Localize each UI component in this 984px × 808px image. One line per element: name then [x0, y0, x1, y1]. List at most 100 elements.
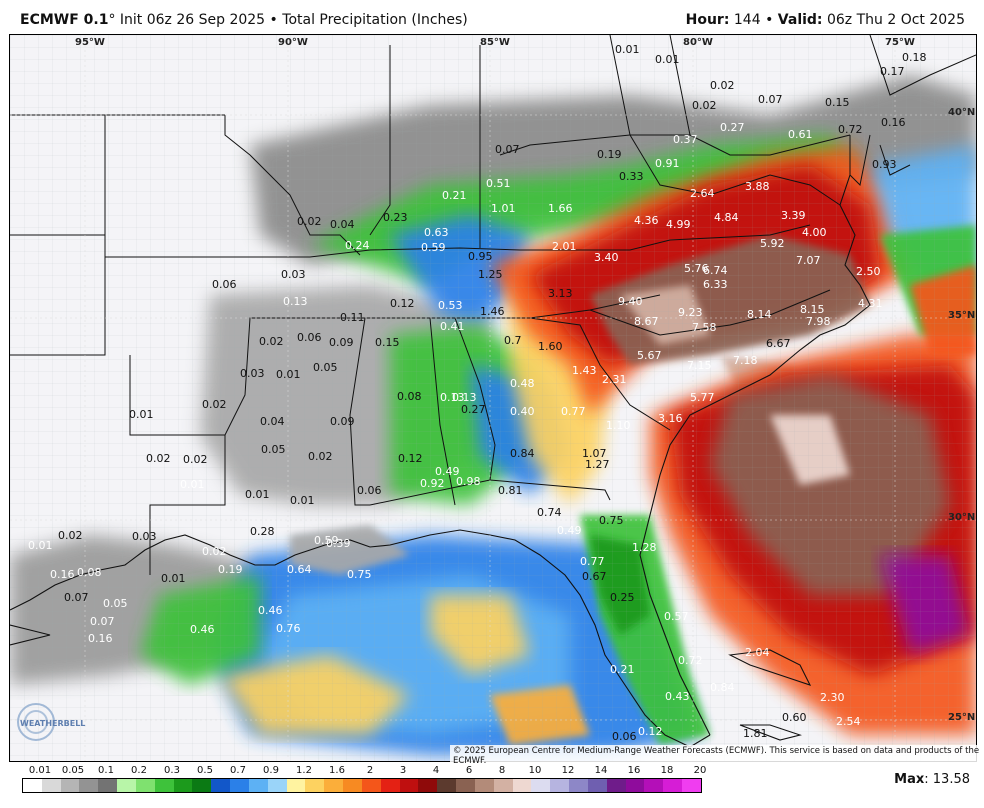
- precip-value-label: 0.12: [390, 297, 415, 310]
- precip-value-label: 1.27: [585, 458, 610, 471]
- legend-swatch: [173, 779, 193, 792]
- precip-value-label: 0.48: [510, 377, 535, 390]
- precip-value-label: 3.16: [658, 412, 683, 425]
- precip-value-label: 0.16: [50, 568, 75, 581]
- precip-value-label: 3.39: [781, 209, 806, 222]
- precip-value-label: 0.59: [314, 534, 339, 547]
- precip-value-label: 3.13: [548, 287, 573, 300]
- precip-value-label: 0.09: [330, 415, 355, 428]
- precip-value-label: 0.63: [424, 226, 449, 239]
- precip-value-label: 5.67: [637, 349, 662, 362]
- precip-value-label: 6.67: [766, 337, 791, 350]
- precip-value-label: 0.49: [435, 465, 460, 478]
- point-value-labels: 0.01 0.01 0.02 0.07 0.15 0.17 0.02 0.18 0.16 0.93…: [28, 43, 927, 743]
- legend-swatch: [135, 779, 155, 792]
- model-name: ECMWF 0.1: [20, 12, 109, 28]
- legend-tick: 20: [693, 765, 707, 776]
- precip-value-label: 0.53: [438, 299, 463, 312]
- precip-value-label: 0.01: [161, 572, 186, 585]
- precip-value-label: 0.02: [183, 453, 208, 466]
- legend-swatch: [681, 779, 701, 792]
- precip-value-label: 0.93: [872, 158, 897, 171]
- lat-label: 25°N: [948, 712, 975, 723]
- precip-value-label: 7.07: [796, 254, 821, 267]
- legend-swatch: [587, 779, 607, 792]
- legend-swatch: [60, 779, 80, 792]
- precip-value-label: 0.05: [103, 597, 128, 610]
- precip-value-label: 0.28: [250, 525, 275, 538]
- precip-value-label: 0.41: [440, 320, 465, 333]
- precip-value-label: 8.14: [747, 308, 772, 321]
- precip-value-label: 0.76: [276, 622, 301, 635]
- legend-tick: 0.9: [263, 765, 279, 776]
- precip-value-label: 0.01: [245, 488, 270, 501]
- precip-value-label: 0.03: [240, 367, 265, 380]
- title-separator: •: [269, 12, 278, 28]
- precip-value-label: 0.15: [375, 336, 400, 349]
- precip-value-label: 1.43: [572, 364, 597, 377]
- precip-value-label: 0.16: [881, 116, 906, 129]
- valid-label: Valid:: [777, 12, 823, 28]
- precip-value-label: 0.18: [902, 51, 927, 64]
- precip-value-label: 0.03: [132, 530, 157, 543]
- legend-swatch: [324, 779, 344, 792]
- precip-value-label: 8.67: [634, 315, 659, 328]
- legend-tick: 0.2: [131, 765, 147, 776]
- precip-value-label: 0.98: [456, 475, 481, 488]
- precip-value-label: 1.66: [548, 202, 573, 215]
- precip-value-label: 0.13: [440, 391, 465, 404]
- precip-value-label: 0.91: [655, 157, 680, 170]
- precip-value-label: 0.01: [655, 53, 680, 66]
- precip-value-label: 7.58: [692, 321, 717, 334]
- legend-swatch: [663, 779, 682, 792]
- precip-value-label: 2.64: [690, 187, 715, 200]
- logo-mark: WEATHERBELL: [17, 703, 85, 741]
- precip-value-label: 0.06: [212, 278, 237, 291]
- precip-value-label: 0.16: [88, 632, 113, 645]
- precip-value-label: 0.01: [28, 539, 53, 552]
- precip-value-label: 0.07: [90, 615, 115, 628]
- precip-value-label: 4.00: [802, 226, 827, 239]
- legend-swatch: [211, 779, 231, 792]
- hour-value: 144: [733, 12, 761, 28]
- legend-tick: 18: [660, 765, 674, 776]
- precip-value-label: 0.02: [202, 545, 227, 558]
- precip-value-label: 9.23: [678, 306, 703, 319]
- precip-value-label: 0.12: [398, 452, 423, 465]
- precip-value-label: 5.77: [690, 391, 715, 404]
- precip-value-label: 0.72: [838, 123, 863, 136]
- precip-value-label: 7.18: [733, 354, 758, 367]
- legend-swatch: [154, 779, 174, 792]
- precip-value-label: 0.84: [510, 447, 535, 460]
- precip-value-label: 0.13: [283, 295, 308, 308]
- legend-swatch: [418, 779, 438, 792]
- precip-value-label: 0.02: [202, 398, 227, 411]
- precip-value-label: 0.11: [340, 311, 365, 324]
- precip-value-label: 0.02: [58, 529, 83, 542]
- precip-value-label: 4.36: [634, 214, 659, 227]
- precip-value-label: 0.01: [129, 408, 154, 421]
- legend-swatch: [41, 779, 61, 792]
- precip-value-label: 0.81: [498, 484, 523, 497]
- precip-value-label: 2.01: [552, 240, 577, 253]
- precip-value-label: 0.33: [619, 170, 644, 183]
- legend-tick: 0.01: [28, 765, 52, 776]
- valid-value: 06z Thu 2 Oct 2025: [826, 12, 965, 28]
- precip-value-label: 7.98: [806, 315, 831, 328]
- legend-swatch: [79, 779, 99, 792]
- legend-tick: 4: [432, 765, 440, 776]
- precip-value-label: 0.72: [678, 654, 703, 667]
- precip-value-label: 0.24: [345, 239, 370, 252]
- legend-swatch: [305, 779, 325, 792]
- max-label-text: Max: [894, 772, 925, 787]
- lat-label: 30°N: [948, 512, 975, 523]
- precip-value-label: 0.02: [692, 99, 717, 112]
- legend-swatch: [267, 779, 287, 792]
- precip-value-label: 0.05: [261, 443, 286, 456]
- precip-legend: 0.01 0.05 0.1 0.2 0.3 0.5 0.7 0.9 1.2 1.6 2 3 4 6 8 10 1…: [22, 765, 706, 793]
- max-number: 13.58: [932, 772, 970, 787]
- precip-value-label: 0.05: [313, 361, 338, 374]
- precip-value-label: 1.81: [743, 727, 768, 740]
- precip-value-label: 0.61: [788, 128, 813, 141]
- precip-value-label: 0.43: [665, 690, 690, 703]
